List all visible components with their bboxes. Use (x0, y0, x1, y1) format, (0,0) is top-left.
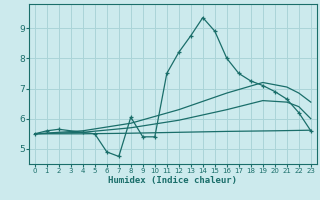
X-axis label: Humidex (Indice chaleur): Humidex (Indice chaleur) (108, 176, 237, 185)
